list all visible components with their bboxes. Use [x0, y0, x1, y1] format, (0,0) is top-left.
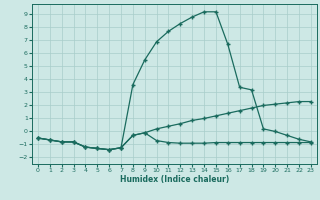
X-axis label: Humidex (Indice chaleur): Humidex (Indice chaleur) [120, 175, 229, 184]
